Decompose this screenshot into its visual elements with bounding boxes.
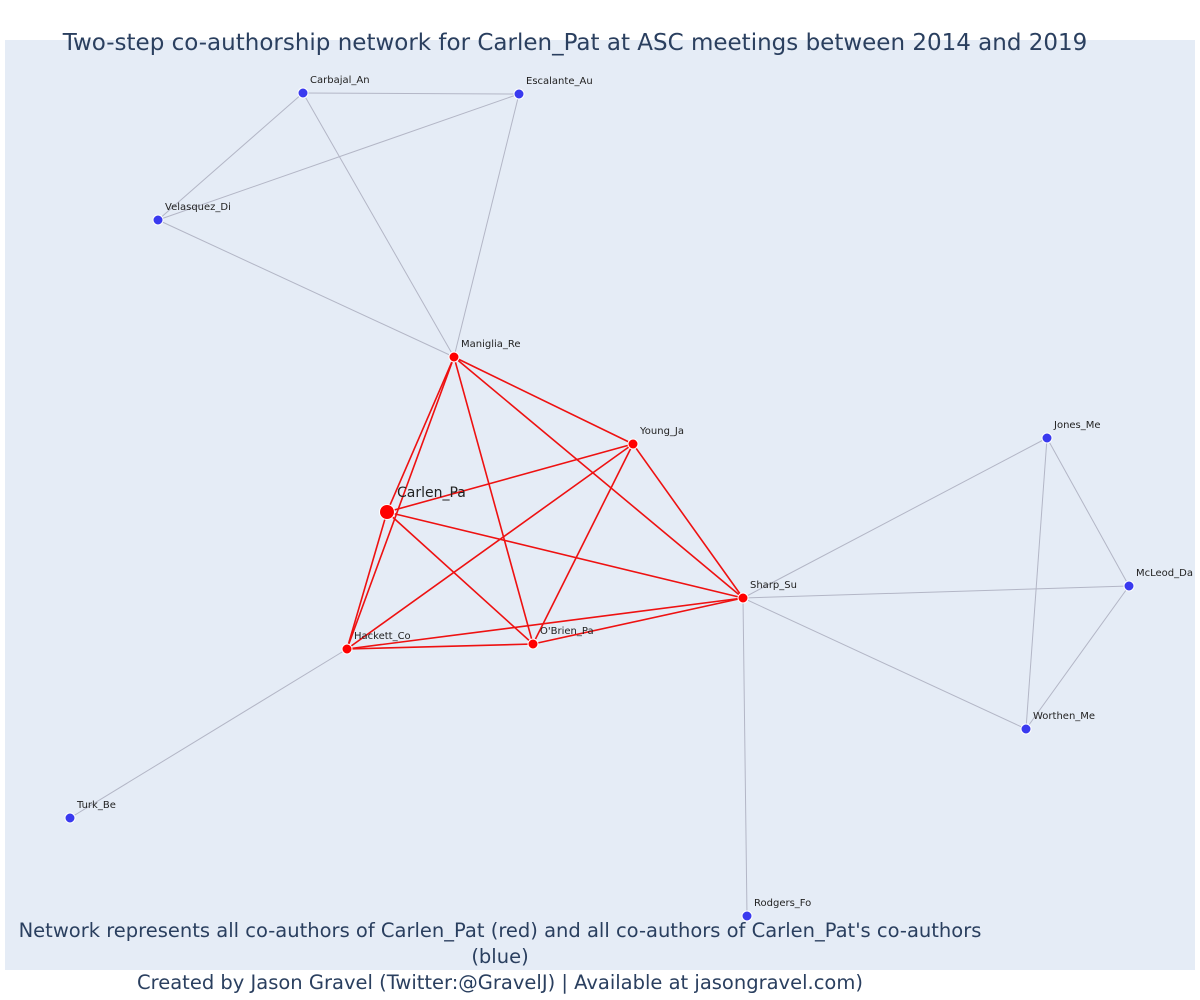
node-mcleod-da[interactable] [1123, 580, 1135, 592]
edge-sharp-su-rodgers-fo [742, 597, 748, 917]
edge-carlen-pa-hackett-co [346, 511, 388, 650]
edge-hackett-co-turk-be [69, 648, 348, 819]
edge-carbajal-an-maniglia-re [302, 92, 455, 358]
edge-young-ja-sharp-su [632, 443, 744, 599]
edge-escalante-au-maniglia-re [453, 93, 520, 358]
node-label-escalante-au: Escalante_Au [526, 76, 593, 87]
edge-carlen-pa-maniglia-re [386, 356, 455, 513]
edge-young-ja-o-brien-pa [532, 443, 634, 645]
node-turk-be[interactable] [64, 812, 76, 824]
edge-carlen-pa-young-ja [386, 443, 634, 513]
edge-maniglia-re-hackett-co [346, 356, 455, 650]
node-carlen-pa[interactable] [379, 504, 395, 520]
node-maniglia-re[interactable] [448, 351, 460, 363]
edge-escalante-au-velasquez-di [157, 93, 520, 221]
caption-line-1: Network represents all co-authors of Car… [18, 919, 982, 968]
edge-mcleod-da-worthen-me [1025, 585, 1130, 730]
labels-layer: Carlen_Pa Maniglia_Re Young_Ja Sharp_Su Hack… [76, 75, 1193, 909]
edge-jones-me-mcleod-da [1046, 437, 1130, 587]
edge-young-ja-hackett-co [346, 443, 634, 650]
edge-maniglia-re-o-brien-pa [453, 356, 534, 645]
node-worthen-me[interactable] [1020, 723, 1032, 735]
node-hackett-co[interactable] [341, 643, 353, 655]
node-label-worthen-me: Worthen_Me [1033, 711, 1095, 722]
node-carbajal-an[interactable] [297, 87, 309, 99]
edge-maniglia-re-sharp-su [453, 356, 744, 599]
edge-sharp-su-jones-me [742, 437, 1048, 599]
node-rodgers-fo[interactable] [741, 910, 753, 922]
node-label-rodgers-fo: Rodgers_Fo [754, 898, 811, 909]
node-label-young-ja: Young_Ja [639, 426, 684, 437]
node-label-carbajal-an: Carbajal_An [310, 75, 370, 86]
edge-carlen-pa-o-brien-pa [386, 511, 534, 645]
node-velasquez-di[interactable] [152, 214, 164, 226]
edge-carlen-pa-sharp-su [386, 511, 744, 599]
edge-hackett-co-o-brien-pa [346, 643, 534, 650]
node-label-velasquez-di: Velasquez_Di [165, 202, 231, 213]
node-sharp-su[interactable] [737, 592, 749, 604]
node-label-o-brien-pa: O'Brien_Pa [540, 626, 594, 637]
chart-caption: Network represents all co-authors of Car… [0, 918, 1000, 996]
edge-sharp-su-o-brien-pa [532, 597, 744, 645]
node-label-carlen-pa: Carlen_Pa [397, 485, 466, 501]
edge-sharp-su-worthen-me [742, 597, 1027, 730]
node-label-hackett-co: Hackett_Co [354, 631, 411, 642]
edge-carbajal-an-velasquez-di [157, 92, 304, 221]
node-young-ja[interactable] [627, 438, 639, 450]
node-label-maniglia-re: Maniglia_Re [461, 339, 521, 350]
plot-area [5, 40, 1195, 970]
node-label-jones-me: Jones_Me [1053, 420, 1101, 431]
node-o-brien-pa[interactable] [527, 638, 539, 650]
node-label-mcleod-da: McLeod_Da [1136, 568, 1193, 579]
caption-line-2: Created by Jason Gravel (Twitter:@Gravel… [137, 971, 863, 994]
node-jones-me[interactable] [1041, 432, 1053, 444]
edge-carbajal-an-escalante-au [302, 92, 520, 95]
edge-jones-me-worthen-me [1025, 437, 1048, 730]
chart-title: Two-step co-authorship network for Carle… [62, 30, 1088, 56]
edge-velasquez-di-maniglia-re [157, 219, 455, 358]
node-label-sharp-su: Sharp_Su [750, 580, 797, 591]
node-escalante-au[interactable] [513, 88, 525, 100]
edges-layer [69, 92, 1130, 917]
edge-maniglia-re-young-ja [453, 356, 634, 445]
edge-sharp-su-hackett-co [346, 597, 744, 650]
edge-sharp-su-mcleod-da [742, 585, 1130, 599]
node-label-turk-be: Turk_Be [76, 800, 116, 811]
nodes-layer [64, 87, 1135, 922]
